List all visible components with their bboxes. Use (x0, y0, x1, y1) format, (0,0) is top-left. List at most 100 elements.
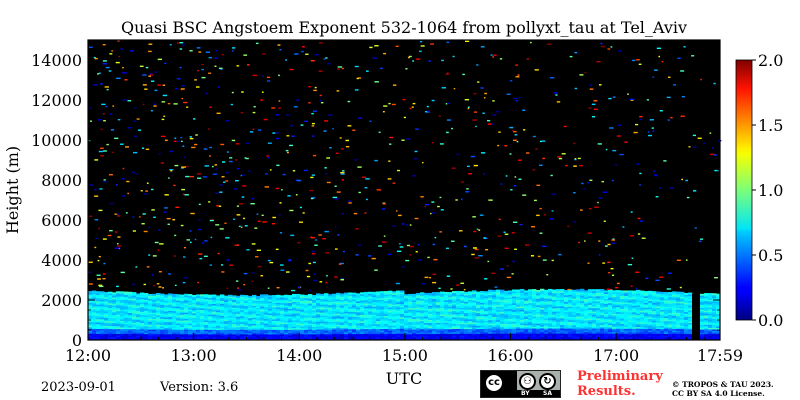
heatmap-cell (416, 313, 421, 316)
heatmap-cell (716, 318, 721, 321)
heatmap-cell (244, 304, 249, 306)
heatmap-cell (364, 314, 369, 317)
heatmap-cell (564, 333, 569, 336)
heatmap-cell (384, 330, 389, 333)
heatmap-cell (332, 309, 337, 312)
heatmap-cell (520, 292, 525, 295)
heatmap-cell (212, 336, 217, 339)
heatmap-cell (676, 317, 681, 320)
heatmap-cell (256, 326, 261, 329)
noise-speckle (405, 68, 408, 70)
heatmap-cell (408, 323, 413, 326)
heatmap-cell (360, 295, 365, 298)
heatmap-cell (600, 309, 605, 312)
heatmap-cell (160, 313, 165, 316)
heatmap-cell (680, 319, 685, 322)
heatmap-cell (668, 333, 673, 336)
heatmap-cell (244, 331, 249, 333)
heatmap-cell (460, 299, 465, 302)
heatmap-cell (336, 328, 341, 331)
heatmap-cell (328, 332, 333, 335)
heatmap-cell (188, 336, 193, 339)
heatmap-cell (624, 306, 629, 310)
heatmap-cell (352, 292, 357, 295)
heatmap-cell (356, 327, 361, 330)
heatmap-cell (460, 300, 465, 303)
heatmap-cell (376, 314, 381, 317)
heatmap-cell (408, 333, 413, 336)
heatmap-cell (648, 321, 653, 325)
heatmap-cell (92, 333, 97, 336)
heatmap-cell (580, 338, 585, 341)
heatmap-cell (540, 324, 545, 327)
heatmap-cell (116, 328, 121, 331)
heatmap-cell (108, 302, 113, 305)
heatmap-cell (552, 308, 557, 311)
heatmap-cell (704, 293, 709, 296)
heatmap-cell (120, 320, 125, 323)
heatmap-cell (432, 306, 437, 309)
heatmap-cell (396, 313, 401, 316)
heatmap-cell (124, 298, 129, 301)
heatmap-cell (564, 298, 569, 301)
heatmap-cell (256, 329, 261, 332)
heatmap-cell (428, 308, 433, 311)
heatmap-cell (308, 329, 313, 332)
heatmap-cell (512, 334, 517, 338)
heatmap-cell (688, 319, 693, 322)
heatmap-cell (656, 293, 661, 296)
heatmap-cell (648, 320, 653, 323)
heatmap-cell (592, 328, 597, 331)
heatmap-cell (256, 334, 261, 336)
heatmap-cell (536, 328, 541, 331)
heatmap-cell (500, 309, 505, 312)
heatmap-cell (168, 333, 173, 336)
heatmap-cell (284, 315, 289, 318)
heatmap-cell (548, 300, 553, 303)
heatmap-cell (300, 314, 305, 317)
heatmap-cell (332, 327, 337, 330)
heatmap-cell (468, 330, 473, 333)
heatmap-cell (200, 312, 205, 315)
heatmap-cell (660, 299, 665, 302)
heatmap-cell (232, 304, 237, 307)
heatmap-cell (424, 305, 429, 308)
heatmap-cell (352, 317, 357, 320)
heatmap-cell (268, 319, 273, 322)
heatmap-cell (588, 333, 593, 336)
heatmap-cell (532, 331, 537, 334)
heatmap-cell (344, 316, 349, 319)
heatmap-cell (308, 297, 313, 300)
heatmap-cell (468, 331, 473, 334)
heatmap-cell (644, 295, 649, 298)
heatmap-cell (672, 296, 677, 299)
heatmap-cell (88, 292, 93, 295)
heatmap-cell (648, 300, 653, 303)
heatmap-cell (196, 320, 201, 323)
heatmap-cell (648, 297, 653, 300)
heatmap-cell (252, 333, 257, 336)
heatmap-cell (292, 315, 297, 318)
heatmap-cell (204, 307, 209, 310)
heatmap-cell (180, 329, 185, 332)
heatmap-cell (424, 296, 429, 299)
heatmap-cell (328, 330, 333, 333)
heatmap-cell (400, 325, 405, 328)
heatmap-cell (152, 323, 157, 325)
heatmap-cell (556, 290, 561, 293)
heatmap-cell (252, 300, 257, 303)
heatmap-cell (420, 333, 425, 336)
heatmap-cell (536, 311, 541, 314)
heatmap-cell (396, 302, 401, 305)
heatmap-cell (568, 329, 573, 332)
heatmap-cell (516, 316, 521, 319)
heatmap-cell (656, 310, 661, 313)
heatmap-cell (408, 298, 413, 301)
heatmap-cell (104, 293, 109, 296)
heatmap-cell (156, 299, 161, 302)
heatmap-cell (272, 305, 277, 308)
heatmap-cell (88, 294, 93, 297)
heatmap-cell (456, 304, 461, 307)
heatmap-cell (576, 294, 581, 297)
heatmap-cell (588, 312, 593, 315)
